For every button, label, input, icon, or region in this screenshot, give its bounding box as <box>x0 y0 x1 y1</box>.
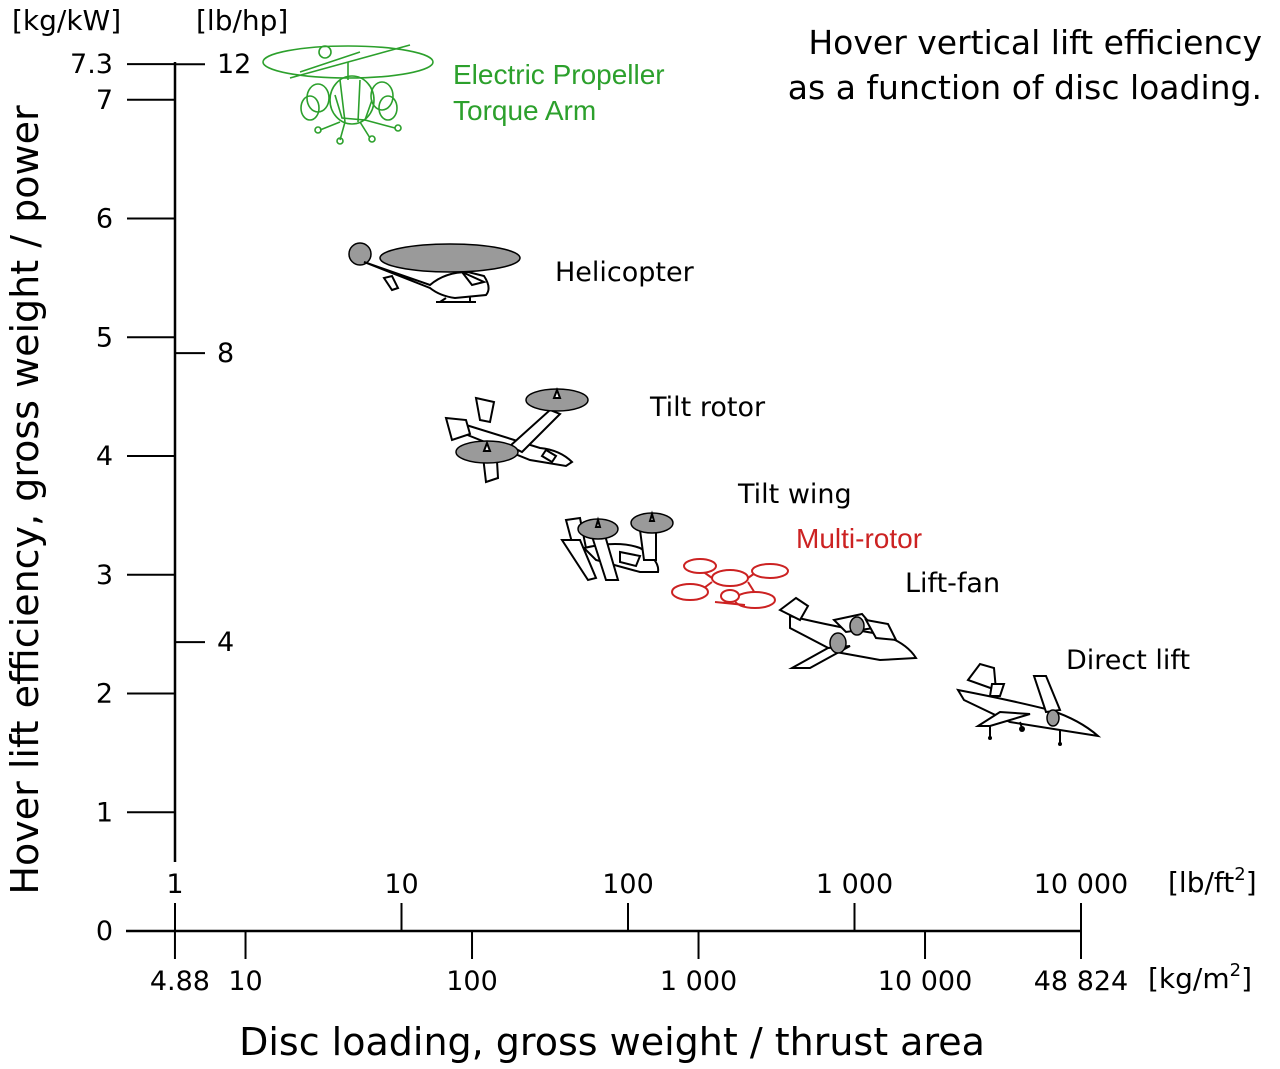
y-primary-tick-label: 6 <box>96 204 113 235</box>
y-primary-tick-label: 3 <box>96 560 113 591</box>
y-primary-tick-label: 7.3 <box>70 49 113 80</box>
x-lower-tick-label: 10 <box>228 966 262 997</box>
label-multi-rotor: Multi-rotor <box>796 523 922 554</box>
chart-title-line-2: as a function of disc loading. <box>788 68 1262 107</box>
y-primary-unit: [kg/kW] <box>12 4 121 37</box>
x-lower-tick-label: 1 000 <box>660 966 737 997</box>
x-axis-title: Disc loading, gross weight / thrust area <box>239 1020 985 1064</box>
y-primary-tick-label: 5 <box>96 322 113 353</box>
helicopter-icon <box>348 242 521 303</box>
label-electric-propeller: Electric Propeller <box>453 59 665 90</box>
y-axis-title: Hover lift efficiency, gross weight / po… <box>3 105 47 895</box>
y-primary-tick-label: 1 <box>96 797 113 828</box>
y-secondary-unit: [lb/hp] <box>196 4 288 37</box>
tilt-wing-icon <box>560 510 674 582</box>
x-upper-tick-label: 10 <box>384 869 418 900</box>
category-icons <box>262 44 1102 746</box>
y-secondary-tick-label: 12 <box>217 49 251 80</box>
label-tilt-rotor: Tilt rotor <box>649 392 766 423</box>
y-primary-tick-label: 7 <box>96 85 113 116</box>
x-upper-tick-label: 1 000 <box>816 869 893 900</box>
x-lower-tick-label: 100 <box>446 966 498 997</box>
y-primary-tick-label: 2 <box>96 679 113 710</box>
chart-title-line-1: Hover vertical lift efficiency <box>808 23 1262 62</box>
y-primary-tick-label: 0 <box>96 916 113 947</box>
x-lower-unit: [kg/m2] <box>1148 960 1252 995</box>
eprop-icon <box>262 44 434 145</box>
multi-rotor-icon <box>671 558 789 609</box>
direct-lift-icon <box>955 662 1102 746</box>
label-helicopter: Helicopter <box>555 257 695 288</box>
x-upper-unit: [lb/ft2] <box>1168 864 1257 899</box>
y-secondary-tick-label: 4 <box>217 627 234 658</box>
x-upper-tick-label: 1 <box>166 869 183 900</box>
label-torque-arm: Torque Arm <box>453 95 596 126</box>
tilt-rotor-icon <box>444 387 589 484</box>
label-direct-lift: Direct lift <box>1066 645 1190 676</box>
label-lift-fan: Lift-fan <box>905 568 1000 599</box>
label-tilt-wing: Tilt wing <box>737 479 852 510</box>
category-labels: Electric Propeller Torque Arm Helicopter… <box>453 59 1190 676</box>
lift-fan-icon <box>778 596 918 669</box>
x-lower-tick-label: 4.88 <box>150 966 210 997</box>
x-upper-tick-label: 10 000 <box>1034 869 1128 900</box>
x-lower-tick-label: 10 000 <box>878 966 972 997</box>
x-upper-tick-label: 100 <box>602 869 654 900</box>
x-lower-tick-label: 48 824 <box>1034 966 1128 997</box>
y-secondary-tick-label: 8 <box>217 338 234 369</box>
y-primary-tick-label: 4 <box>96 441 113 472</box>
